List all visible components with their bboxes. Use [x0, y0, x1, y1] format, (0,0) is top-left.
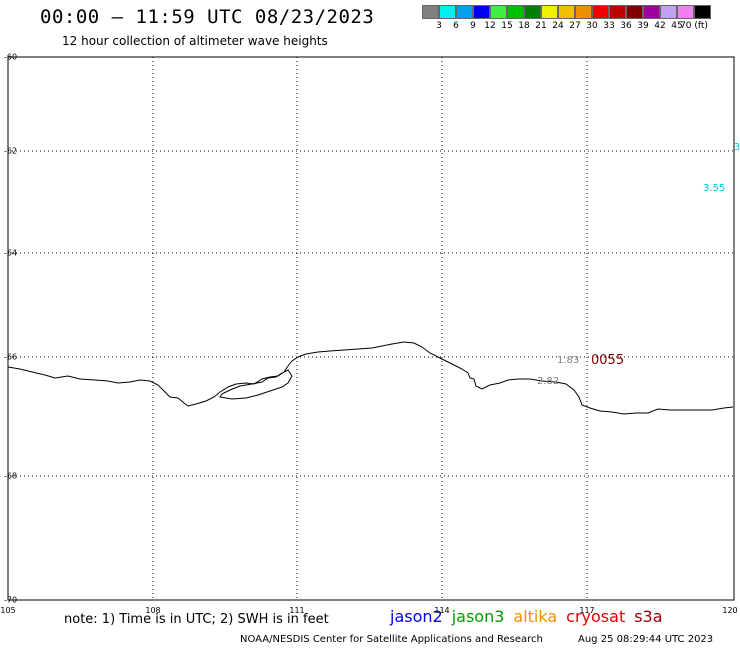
- color-swatch: [422, 5, 439, 19]
- latitude-label: -64: [4, 248, 18, 258]
- pass-time-label: 0055: [591, 353, 625, 368]
- color-scale-label: 15: [501, 21, 513, 31]
- color-swatch: [609, 5, 626, 19]
- longitude-label: 105: [0, 606, 16, 615]
- color-swatch: [643, 5, 660, 19]
- latitude-label: -68: [4, 471, 18, 481]
- graticule: [8, 57, 734, 600]
- color-scale-label: 36: [620, 21, 632, 31]
- color-scale-labels: 3 6 9 12 15 18 21 24 27 30 33 36 39 42 45 70 (ft): [422, 21, 740, 33]
- longitude-label: 120: [722, 606, 738, 615]
- latitude-label: -70: [4, 595, 18, 605]
- color-scale-label: 33: [603, 21, 615, 31]
- satellite-name: s3a: [634, 607, 663, 626]
- color-swatch: [439, 5, 456, 19]
- latitude-label: -66: [4, 352, 18, 362]
- color-swatch: [558, 5, 575, 19]
- color-scale-label: 70 (ft): [680, 21, 708, 31]
- latitude-label: -62: [4, 146, 18, 156]
- color-swatch: [507, 5, 524, 19]
- ice-shelf-outline: [219, 369, 293, 400]
- map-subtitle: 12 hour collection of altimeter wave hei…: [62, 34, 328, 48]
- color-swatch: [660, 5, 677, 19]
- color-swatch: [575, 5, 592, 19]
- wave-height-label: 3: [734, 142, 740, 153]
- color-swatch: [694, 5, 711, 19]
- color-scale-label: 42: [654, 21, 666, 31]
- color-scale-label: 18: [518, 21, 530, 31]
- color-swatch: [473, 5, 490, 19]
- wave-height-label: 1.83: [557, 355, 580, 366]
- color-swatch: [490, 5, 507, 19]
- color-scale-label: 45: [671, 21, 683, 31]
- color-scale-label: 21: [535, 21, 547, 31]
- color-scale-label: 12: [484, 21, 496, 31]
- color-swatch: [541, 5, 558, 19]
- antarctic-coastline: [7, 341, 734, 415]
- wave-height-label: 2.82: [537, 376, 560, 387]
- color-scale: [422, 5, 711, 19]
- color-swatch: [677, 5, 694, 19]
- color-scale-label: 27: [569, 21, 581, 31]
- satellite-legend: jason2 jason3 altika cryosat s3a: [390, 607, 672, 626]
- satellite-name: jason3: [451, 607, 505, 626]
- color-scale-label: 39: [637, 21, 649, 31]
- footer-note: note: 1) Time is in UTC; 2) SWH is in fe…: [64, 612, 329, 627]
- color-scale-label: 30: [586, 21, 598, 31]
- color-swatch: [524, 5, 541, 19]
- satellite-name: cryosat: [566, 607, 626, 626]
- credit-text: NOAA/NESDIS Center for Satellite Applica…: [240, 634, 543, 645]
- longitude-label: 117: [579, 606, 595, 615]
- satellite-name: jason2: [390, 607, 443, 626]
- longitude-label: 108: [145, 606, 161, 615]
- latitude-label: -60: [4, 52, 18, 62]
- generated-timestamp: Aug 25 08:29:44 UTC 2023: [578, 634, 714, 645]
- color-swatch: [626, 5, 643, 19]
- satellite-name: altika: [513, 607, 558, 626]
- longitude-label: 114: [434, 606, 450, 615]
- color-swatch: [456, 5, 473, 19]
- color-scale-label: 6: [453, 21, 459, 31]
- color-swatch: [592, 5, 609, 19]
- color-scale-label: 9: [470, 21, 476, 31]
- wave-height-label: 3.55: [703, 183, 726, 194]
- longitude-label: 111: [289, 606, 305, 615]
- color-scale-label: 3: [436, 21, 442, 31]
- map-title: 00:00 – 11:59 UTC 08/23/2023: [40, 6, 375, 28]
- plot-border: [7, 56, 735, 601]
- color-scale-label: 24: [552, 21, 564, 31]
